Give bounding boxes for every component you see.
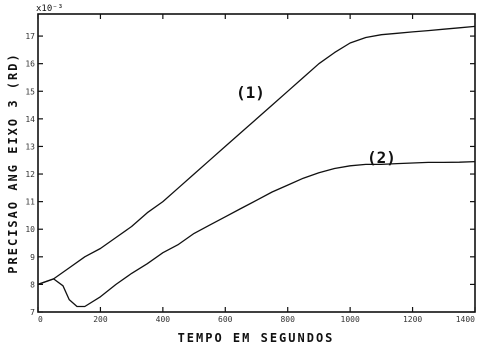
y-tick-label: 8	[30, 280, 35, 289]
y-tick-label: 9	[30, 253, 35, 262]
x-tick-label: 200	[93, 315, 108, 324]
x-axis-title: TEMPO EM SEGUNDOS	[178, 331, 335, 345]
series-label-2: (2)	[367, 148, 396, 167]
plot-frame	[37, 13, 476, 313]
x-tick-label: 1200	[403, 315, 422, 324]
x-tick-label: 400	[156, 315, 171, 324]
x-tick-label: 800	[280, 315, 295, 324]
series-layer	[37, 25, 476, 308]
series-line-1	[37, 25, 476, 286]
y-tick-label: 17	[25, 32, 35, 41]
y-tick-label: 16	[25, 60, 35, 69]
x-axis: 0 200 400 600 800 1000 1200 1400	[37, 14, 476, 324]
y-tick-label: 7	[30, 308, 35, 317]
y-tick-label: 14	[25, 115, 35, 124]
y-axis-title: PRECISAO ANG EIXO 3 (RD)	[6, 52, 20, 273]
x-tick-label: 0	[38, 315, 43, 324]
y-axis: 7 8 9 10 11 12 13 14 15 16 17	[25, 32, 475, 317]
series-label-1: (1)	[236, 83, 265, 102]
y-tick-label: 13	[25, 142, 35, 151]
x-tick-label: 600	[218, 315, 233, 324]
x-tick-label: 1400	[456, 315, 475, 324]
series-line-2	[37, 160, 476, 308]
y-tick-label: 15	[25, 87, 35, 96]
y-tick-label: 12	[25, 170, 35, 179]
y-tick-label: 10	[25, 225, 35, 234]
y-tick-label: 11	[25, 198, 35, 207]
y-scale-label: x10⁻³	[36, 4, 63, 14]
x-tick-label: 1000	[341, 315, 360, 324]
